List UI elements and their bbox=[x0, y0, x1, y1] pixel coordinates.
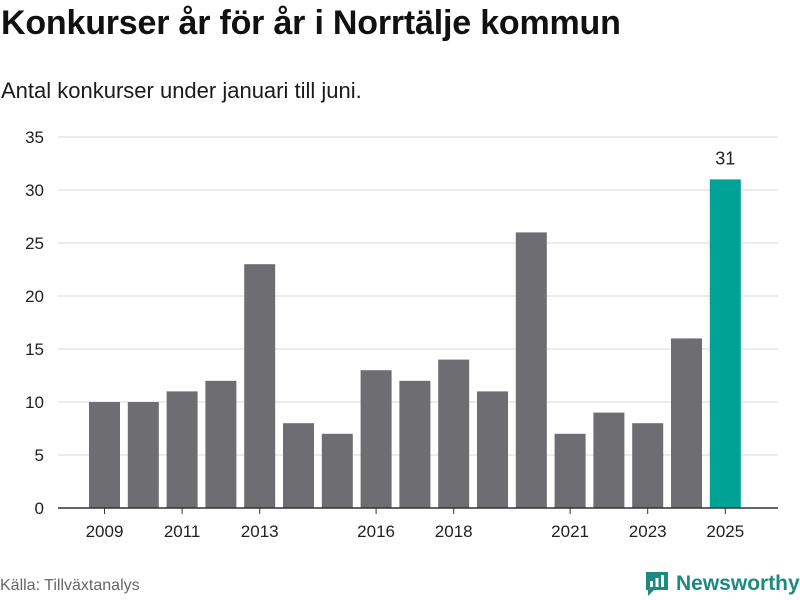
y-tick-label: 10 bbox=[25, 393, 44, 412]
y-tick-label: 15 bbox=[25, 340, 44, 359]
bar-2017 bbox=[399, 380, 431, 508]
bar-2018 bbox=[438, 359, 470, 508]
y-tick-label: 20 bbox=[25, 287, 44, 306]
bar-2022 bbox=[593, 412, 625, 508]
bar-2010 bbox=[127, 402, 159, 508]
bar-2024 bbox=[671, 338, 702, 508]
newsworthy-logo-icon bbox=[646, 572, 668, 596]
bar-2013 bbox=[244, 264, 276, 508]
x-tick-label: 2011 bbox=[164, 522, 201, 541]
bar-2019 bbox=[477, 391, 508, 508]
x-tick-label: 2023 bbox=[629, 522, 667, 541]
data-label-2025: 31 bbox=[715, 148, 735, 168]
bar-2015 bbox=[321, 433, 353, 508]
y-tick-label: 35 bbox=[25, 128, 44, 147]
x-tick-label: 2021 bbox=[551, 522, 589, 541]
bar-2025 bbox=[709, 179, 741, 508]
x-axis-ticks: 2009 2011 2013 2016 2018 2021 2023 2025 bbox=[86, 508, 744, 541]
x-tick-label: 2013 bbox=[241, 522, 279, 541]
bar-2014 bbox=[283, 423, 314, 508]
x-tick-label: 2018 bbox=[435, 522, 473, 541]
bar-2023 bbox=[632, 423, 664, 508]
bar-2011 bbox=[166, 391, 198, 508]
bar-2016 bbox=[360, 370, 392, 508]
brand-logo: Newsworthy bbox=[644, 570, 800, 598]
y-axis-ticks: 0 5 10 15 20 25 30 35 bbox=[25, 128, 44, 518]
bar-2021 bbox=[554, 433, 586, 508]
x-tick-label: 2016 bbox=[357, 522, 395, 541]
x-tick-label: 2009 bbox=[86, 522, 124, 541]
data-labels: 31 bbox=[715, 148, 735, 168]
y-tick-label: 30 bbox=[25, 181, 44, 200]
bars bbox=[89, 179, 741, 508]
y-tick-label: 0 bbox=[35, 499, 44, 518]
y-tick-label: 25 bbox=[25, 234, 44, 253]
y-tick-label: 5 bbox=[35, 446, 44, 465]
chart-title: Konkurser år för år i Norrtälje kommun bbox=[1, 4, 621, 42]
bar-2012 bbox=[205, 380, 237, 508]
chart-subtitle: Antal konkurser under januari till juni. bbox=[1, 78, 362, 103]
bar-2020 bbox=[515, 232, 547, 508]
brand-name: Newsworthy bbox=[676, 572, 800, 595]
source-note: Källa: Tillväxtanalys bbox=[0, 577, 140, 594]
bar-2009 bbox=[89, 402, 120, 508]
x-tick-label: 2025 bbox=[706, 522, 744, 541]
